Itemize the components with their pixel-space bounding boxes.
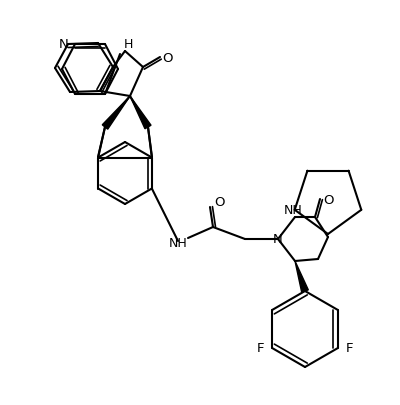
Text: N: N xyxy=(273,233,283,246)
Polygon shape xyxy=(130,97,151,130)
Text: NH: NH xyxy=(169,237,187,250)
Text: O: O xyxy=(323,193,333,206)
Text: F: F xyxy=(346,342,354,355)
Polygon shape xyxy=(295,261,308,292)
Text: N: N xyxy=(59,38,69,51)
Text: H: H xyxy=(123,38,133,51)
Text: O: O xyxy=(214,196,224,209)
Text: F: F xyxy=(256,342,264,355)
Polygon shape xyxy=(102,97,130,130)
Text: O: O xyxy=(162,51,172,64)
Text: NH: NH xyxy=(284,204,302,217)
